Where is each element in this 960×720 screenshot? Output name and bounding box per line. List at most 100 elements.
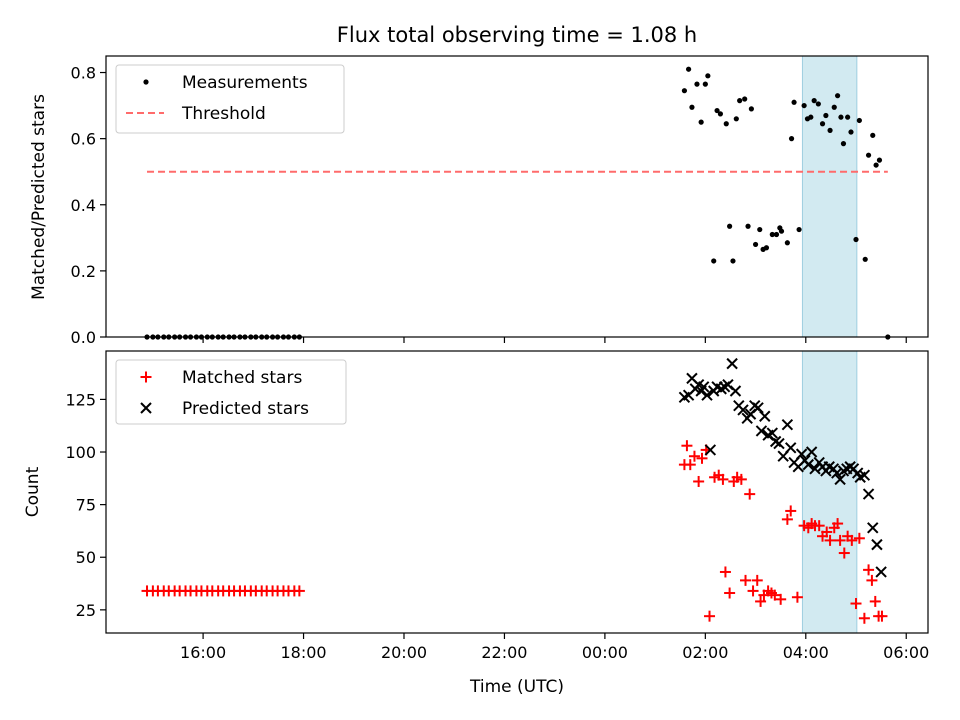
data-point [805,446,818,458]
x-tick-label: 16:00 [180,643,226,662]
data-point-b [766,427,779,439]
data-point [729,385,742,397]
y-tick-label: 0.8 [71,64,96,83]
data-point [752,402,764,414]
x-tick-label: 22:00 [481,643,527,662]
data-point [681,440,693,452]
data-point-b [701,389,713,401]
data-point-b [805,446,818,458]
data-point [862,488,875,500]
legend-label: Threshold [181,104,266,124]
data-point [838,547,850,559]
x-tick-label: 18:00 [280,643,326,662]
data-point [757,226,763,233]
data-point-b [858,469,871,481]
data-point-b [823,461,835,473]
plot-frame [105,55,929,338]
data-point [755,425,768,437]
data-point [876,157,883,163]
data-point [696,452,708,464]
data-point-b [785,442,797,454]
y-tick-label: 0.4 [71,196,96,215]
data-point-b [871,538,883,551]
data-point [748,106,754,112]
data-point [704,610,716,622]
x-axis-label: Time (UTC) [469,677,564,697]
data-point [766,427,779,439]
data-point [876,610,888,622]
data-point-b [722,378,734,391]
data-point-b [737,404,749,416]
legend-box [115,64,345,134]
y-tick-label: 125 [65,390,96,409]
data-point [832,518,844,530]
legend: Measurements Threshold [115,64,345,134]
data-point [733,116,739,122]
data-point-b [692,378,705,391]
data-point [850,598,862,610]
data-point-b [773,437,785,450]
x-tick-label: 04:00 [783,643,829,662]
data-point [727,223,733,229]
data-point [744,488,756,500]
x-tick-label: 00:00 [582,643,628,662]
shaded-span [801,350,858,634]
data-point [840,141,847,147]
x-tick-label: 20:00 [381,643,427,662]
data-point [834,473,846,486]
data-point [697,381,710,393]
data-point [838,114,844,120]
data-point [819,121,826,127]
data-point [865,152,872,158]
data-point [747,585,759,597]
data-point-b [759,410,771,422]
shaded-span [801,55,858,338]
data-point [831,104,837,110]
legend-label: Predicted stars [182,399,309,419]
data-point [775,593,787,605]
data-point-b [729,385,742,397]
data-point [781,418,794,431]
data-point [717,111,724,117]
data-point [871,538,883,551]
data-point-b [704,444,717,456]
data-point-b [851,467,864,479]
data-point [751,574,763,586]
data-point [811,98,817,104]
data-point [813,520,825,532]
data-point [875,566,887,578]
data-point [723,121,729,127]
legend-label: Matched stars [182,368,302,388]
data-point [714,107,720,114]
series-predicted-stars [678,357,887,578]
data-point [858,469,871,481]
data-point [763,245,770,251]
legend-marker [143,79,149,85]
data-point [769,231,775,238]
data-point-b [802,458,815,471]
data-point [848,129,854,135]
legend: Matched stars Predicted stars [115,359,347,425]
data-point [853,236,859,243]
data-point [742,96,748,102]
data-point [769,589,781,601]
data-point [717,473,729,485]
plot-frame [105,350,929,634]
data-point [740,574,752,586]
data-point-b [781,418,794,431]
data-point [701,389,713,401]
data-point [815,101,821,107]
bottom-panel: 25 50 75 100 125 16:00 18:00 20:00 22:00 00:00 02:… [65,350,929,662]
data-point [688,450,700,462]
data-point [773,437,785,450]
y-tick-label: 0.0 [71,328,96,347]
data-point [689,104,695,110]
data-point [694,81,700,87]
data-point-b [809,463,821,475]
data-point [821,526,833,538]
data-point [823,112,829,119]
legend-box [115,359,347,425]
data-point [705,73,711,79]
y-tick-label: 0.6 [71,130,96,149]
data-point [698,119,704,125]
